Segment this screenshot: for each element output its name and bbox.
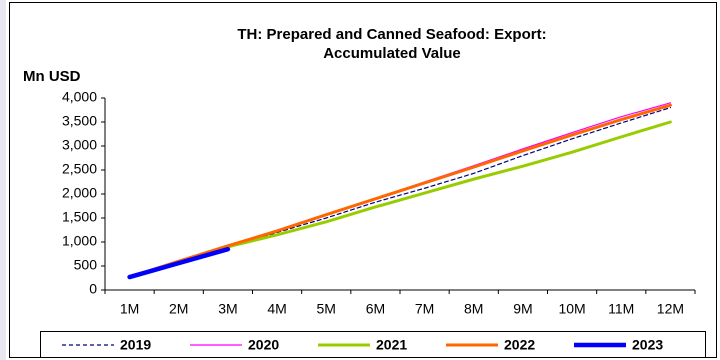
x-tick-label: 5M: [317, 301, 336, 317]
legend-label: 2021: [376, 337, 407, 353]
x-tick-label: 11M: [608, 301, 634, 317]
y-tick-label: 4,000: [62, 89, 97, 105]
legend-label: 2022: [504, 337, 535, 353]
y-tick-label: 1,500: [62, 209, 97, 225]
legend-label: 2019: [120, 337, 151, 353]
series-line: [128, 103, 672, 279]
x-tick-label: 2M: [169, 301, 188, 317]
y-axis-label: Mn USD: [23, 68, 81, 85]
x-tick-label: 7M: [415, 301, 434, 317]
y-tick-label: 3,000: [62, 137, 97, 153]
y-tick-label: 2,500: [62, 161, 97, 177]
side-strip: [0, 0, 6, 360]
x-tick-label: 1M: [120, 301, 139, 317]
y-tick-label: 3,500: [62, 113, 97, 129]
legend-frame: [40, 331, 706, 358]
x-tick-label: 12M: [657, 301, 684, 317]
series-line: [127, 246, 231, 280]
x-tick-label: 4M: [267, 301, 286, 317]
x-tick-label: 9M: [513, 301, 532, 317]
y-tick-label: 2,000: [62, 185, 97, 201]
chart-title: TH: Prepared and Canned Seafood: Export:: [237, 26, 546, 43]
y-tick-label: 1,000: [62, 233, 97, 249]
y-tick-label: 0: [89, 281, 97, 297]
x-tick-label: 3M: [218, 301, 237, 317]
x-tick-label: 8M: [464, 301, 483, 317]
x-tick-label: 10M: [558, 301, 585, 317]
x-tick-label: 6M: [366, 301, 385, 317]
y-tick-label: 500: [74, 257, 98, 273]
legend-label: 2023: [632, 337, 663, 353]
legend-label: 2020: [248, 337, 279, 353]
chart-title: Accumulated Value: [323, 45, 461, 62]
